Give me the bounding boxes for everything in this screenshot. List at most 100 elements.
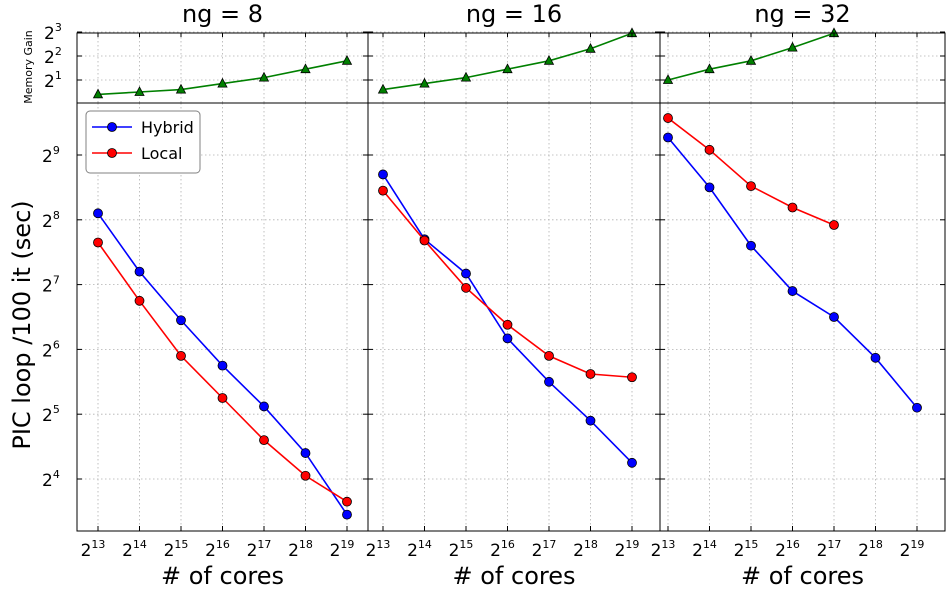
- panel-3-x-tick-label: 213: [651, 538, 676, 561]
- panel-1-x-tick-label: 218: [288, 538, 313, 561]
- panel-2-x-tick-exponent: 19: [625, 538, 639, 551]
- panel-3-memory-gain-point: [745, 54, 757, 65]
- panel-3-memory-gain-point: [704, 63, 715, 74]
- panel-3-title: ng = 32: [754, 0, 850, 28]
- panel-1-local-point: [134, 295, 145, 306]
- panel-1-x-tick-label: 216: [205, 538, 230, 561]
- panel-3-x-tick-label: 215: [734, 538, 759, 561]
- panel-3-x-tick-label: 216: [775, 538, 800, 561]
- panel-2-title: ng = 16: [466, 0, 562, 28]
- panel-1-x-tick-exponent: 15: [174, 538, 188, 551]
- panel-1-x-tick-exponent: 17: [257, 538, 271, 551]
- frame-layer: [76, 31, 946, 532]
- panel-2-x-tick-label: 215: [449, 538, 474, 561]
- panel-2-local-point: [419, 235, 430, 246]
- top-y-tick-label: 22: [44, 45, 62, 68]
- panel-3-memory-gain-point: [662, 74, 674, 84]
- top-y-axis-label: Memory Gain: [22, 30, 35, 104]
- legend: Hybrid Local: [85, 110, 201, 174]
- panel-3-x-tick-exponent: 13: [661, 538, 675, 551]
- panel-3-x-tick-exponent: 18: [869, 538, 883, 551]
- panel-2-x-tick-label: 213: [366, 538, 391, 561]
- panel-3-x-tick-label: 219: [900, 538, 925, 561]
- panel-2-local-point: [461, 282, 471, 293]
- panel-1-memory-gain-point: [341, 54, 353, 65]
- panel-3-local-point: [787, 202, 798, 213]
- panel-1-hybrid-point: [134, 266, 145, 277]
- top-y-tick-exponent: 2: [55, 45, 62, 58]
- top-y-tick-label: 23: [44, 21, 62, 44]
- panel-2-x-tick-label: 218: [573, 538, 598, 561]
- panel-3-hybrid-point: [829, 312, 839, 322]
- panel-1-hybrid-point: [93, 208, 103, 219]
- bottom-y-tick-label: 29: [42, 144, 60, 167]
- legend-hybrid-label: Hybrid: [141, 118, 194, 137]
- panel-1-memory-gain-point: [300, 63, 311, 74]
- panel-1-x-tick-label: 213: [81, 538, 106, 561]
- panel-1-local-point: [300, 470, 311, 481]
- panel-3-local-point: [663, 113, 673, 123]
- panel-1-x-tick-exponent: 18: [299, 538, 313, 551]
- panel-3-x-tick-exponent: 14: [703, 538, 717, 551]
- panel-3-x-tick-exponent: 15: [744, 538, 758, 551]
- panel-2-memory-gain-point: [377, 83, 389, 94]
- panel-2-x-tick-label: 217: [532, 538, 557, 561]
- panel-3-x-tick-label: 214: [692, 538, 717, 561]
- bottom-y-tick-label: 24: [42, 468, 60, 491]
- panel-3-local-point: [829, 220, 839, 230]
- panel-1-x-tick-label: 219: [330, 538, 355, 561]
- panel-2-memory-gain-point: [419, 77, 430, 88]
- panel-1-x-axis-label: # of cores: [161, 562, 284, 590]
- panel-2-x-axis-label: # of cores: [453, 562, 576, 590]
- bottom-y-tick-exponent: 9: [53, 144, 60, 157]
- panel-3-x-axis-label: # of cores: [741, 562, 864, 590]
- bottom-y-tick-exponent: 4: [53, 468, 60, 481]
- panel-3-local-point: [704, 144, 715, 155]
- panel-2-x-tick-exponent: 16: [501, 538, 515, 551]
- panel-1-memory-gain-point: [175, 83, 187, 94]
- legend-hybrid-marker: [107, 122, 117, 132]
- panel-2-hybrid-point: [502, 333, 513, 344]
- panel-1-local-point: [176, 350, 186, 361]
- panel-2-local-point: [544, 350, 554, 361]
- bottom-y-tick-label: 26: [42, 338, 60, 361]
- panel-2-memory-gain-point: [585, 42, 596, 53]
- panel-3-hybrid-point: [912, 402, 922, 413]
- panel-1-local-point: [259, 435, 269, 446]
- legend-local-label: Local: [141, 144, 182, 163]
- panel-2-local-point: [378, 185, 388, 196]
- top-y-tick-exponent: 3: [55, 21, 62, 34]
- panel-2-memory-gain-point: [543, 54, 555, 65]
- panel-3-x-tick-exponent: 17: [827, 538, 841, 551]
- panel-3-memory-gain-point: [787, 41, 798, 52]
- bottom-y-tick-exponent: 8: [53, 209, 60, 222]
- panel-3-local-point: [746, 181, 756, 192]
- panel-2-local-point: [502, 319, 513, 330]
- panel-3-x-tick-exponent: 19: [910, 538, 924, 551]
- panel-2-hybrid-point: [627, 457, 637, 468]
- panel-1-local-point: [217, 393, 228, 403]
- panel-1-hybrid-point: [217, 360, 228, 371]
- panel-2-x-tick-exponent: 15: [459, 538, 473, 551]
- panel-3-hybrid-point: [870, 352, 881, 363]
- panel-3-bottom-frame: [659, 102, 946, 532]
- panel-1-hybrid-point: [259, 401, 269, 412]
- panel-1-x-tick-label: 214: [122, 538, 147, 561]
- panel-3-x-tick-label: 217: [817, 538, 842, 561]
- panel-2-local-point: [585, 369, 596, 379]
- panel-1-hybrid-point: [176, 315, 186, 326]
- panel-2-hybrid-point: [585, 415, 596, 426]
- bottom-y-tick-exponent: 7: [53, 274, 60, 287]
- panel-2-local-point: [627, 372, 637, 383]
- panel-1-local-point: [93, 237, 103, 248]
- panel-1-x-tick-label: 215: [164, 538, 189, 561]
- panel-2-x-tick-exponent: 14: [418, 538, 432, 551]
- panel-1-x-tick-exponent: 13: [91, 538, 105, 551]
- panel-3-hybrid-point: [704, 182, 715, 193]
- panel-3-hybrid-point: [663, 132, 673, 143]
- panel-3-x-tick-exponent: 16: [786, 538, 800, 551]
- bottom-y-tick-label: 28: [42, 209, 60, 232]
- bottom-y-tick-label: 27: [42, 274, 60, 297]
- bottom-y-tick-label: 25: [42, 403, 60, 426]
